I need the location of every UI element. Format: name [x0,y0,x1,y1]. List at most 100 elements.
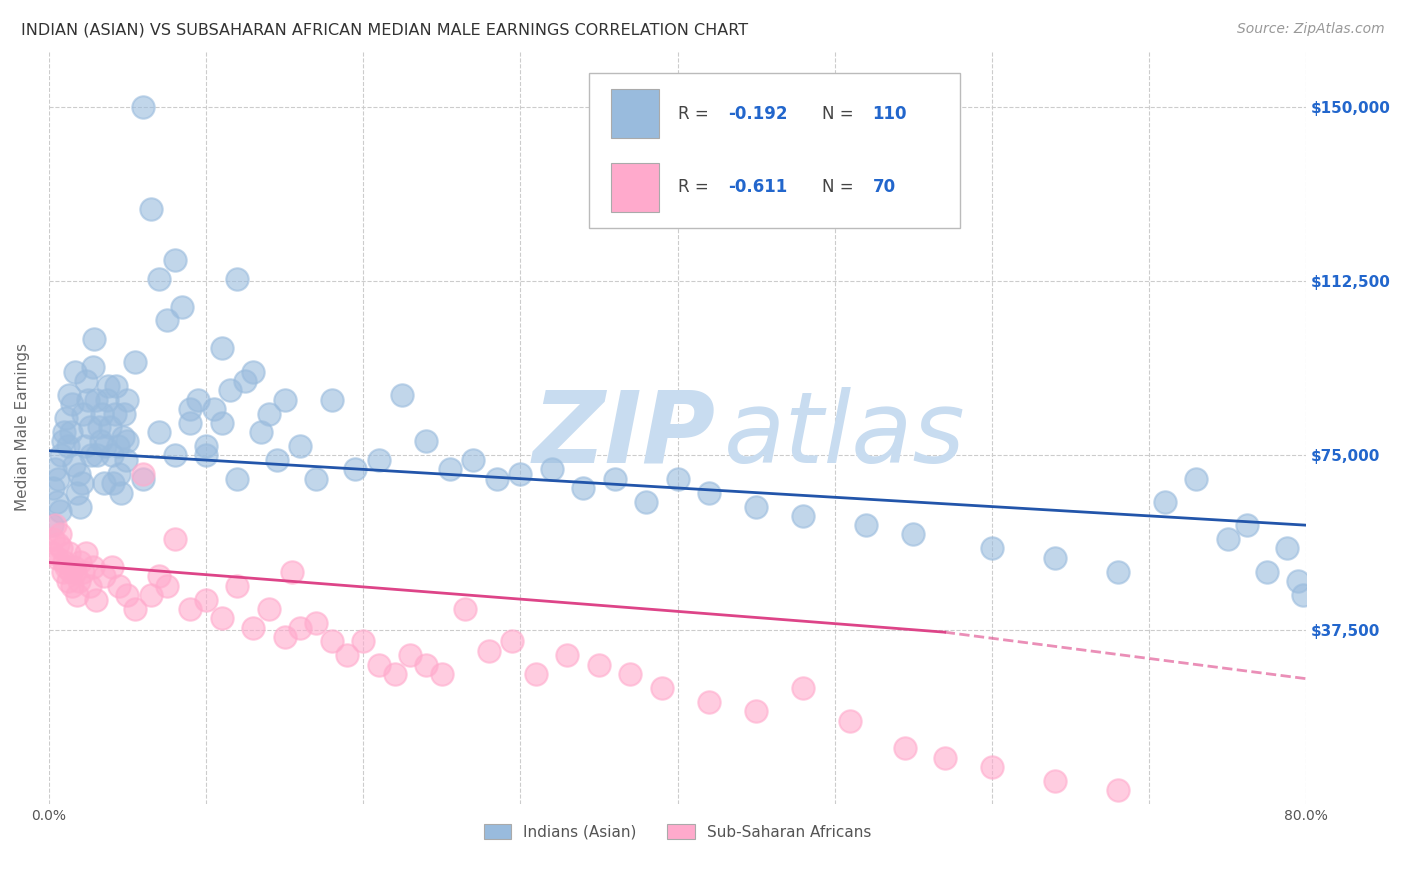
Point [100,449,122,463]
Point [501,634,523,648]
Point [572,481,595,495]
Legend: Indians (Asian), Sub-Saharan Africans: Indians (Asian), Sub-Saharan Africans [478,817,877,846]
Point [100,560,122,574]
Point [91,407,114,421]
Point [93,476,115,491]
Point [69,556,91,570]
Point [104,407,127,421]
Point [211,342,233,356]
Point [211,611,233,625]
Point [93,569,115,583]
Point [934,751,956,765]
Point [103,476,125,491]
Bar [610,89,658,138]
Point [111,430,134,444]
Point [84,392,107,407]
Point [697,485,720,500]
Point [172,300,194,314]
Point [51,449,73,463]
Point [233,374,256,388]
Point [148,569,170,583]
Point [242,621,264,635]
Point [226,472,249,486]
Point [1256,565,1278,579]
Point [53,425,76,439]
Point [273,392,295,407]
Point [107,439,129,453]
Point [305,615,328,630]
Point [67,467,90,481]
Point [87,420,110,434]
Point [636,495,658,509]
Point [53,556,76,570]
Point [83,332,105,346]
Point [290,439,312,453]
Point [156,313,179,327]
Point [117,434,139,449]
Point [179,401,201,416]
Point [463,453,485,467]
Point [557,648,579,663]
Point [73,439,96,453]
Point [281,565,304,579]
Point [1286,574,1309,588]
Point [194,439,217,453]
Point [179,416,201,430]
Point [70,476,93,491]
Point [52,565,75,579]
Point [367,657,389,672]
Text: R =: R = [678,104,713,123]
Point [1043,550,1066,565]
Point [59,565,82,579]
Point [45,550,67,565]
Point [41,518,63,533]
Point [305,472,328,486]
Text: INDIAN (ASIAN) VS SUBSAHARAN AFRICAN MEDIAN MALE EARNINGS CORRELATION CHART: INDIAN (ASIAN) VS SUBSAHARAN AFRICAN MED… [21,22,748,37]
Point [894,741,917,756]
Point [163,532,186,546]
Point [156,579,179,593]
Point [82,560,104,574]
Point [90,434,112,449]
Point [266,453,288,467]
Point [745,704,768,718]
Point [1153,495,1175,509]
Point [69,500,91,514]
Point [76,374,98,388]
Text: R =: R = [678,178,713,196]
Bar [610,162,658,211]
Point [352,634,374,648]
Point [48,527,70,541]
Point [97,378,120,392]
Point [44,462,66,476]
Point [117,588,139,602]
Point [163,449,186,463]
Point [485,472,508,486]
Text: -0.192: -0.192 [728,104,787,123]
Point [194,592,217,607]
Point [430,667,453,681]
Point [51,541,73,556]
Point [745,500,768,514]
Point [55,411,77,425]
Text: 110: 110 [872,104,907,123]
Point [42,532,65,546]
Point [336,648,359,663]
Point [226,579,249,593]
Text: Source: ZipAtlas.com: Source: ZipAtlas.com [1237,22,1385,37]
Point [603,472,626,486]
Point [108,579,131,593]
Point [1107,565,1129,579]
Point [509,467,531,481]
Point [1292,588,1315,602]
Point [58,388,80,402]
Point [59,425,82,439]
Point [148,425,170,439]
Point [179,602,201,616]
Point [65,565,87,579]
Point [66,485,89,500]
Point [72,407,94,421]
Point [792,508,814,523]
Point [66,588,89,602]
Point [792,681,814,695]
